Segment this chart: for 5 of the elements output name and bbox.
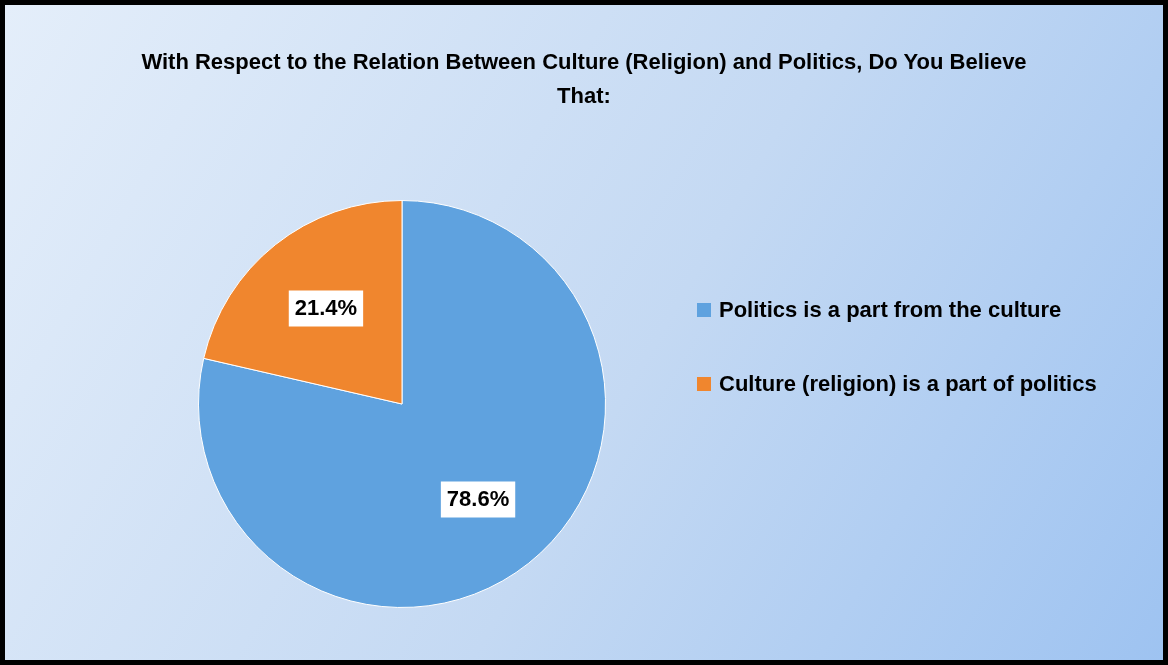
data-label: 21.4%: [294, 294, 358, 320]
legend-label: Culture (religion) is a part of politics: [719, 370, 1097, 398]
chart-title: With Respect to the Relation Between Culture (Religion) and Politics, Do You Believe That:: [140, 48, 1028, 110]
data-label: 78.6%: [446, 485, 510, 511]
slice-label: Politics is a part from the culture: [719, 296, 1062, 324]
